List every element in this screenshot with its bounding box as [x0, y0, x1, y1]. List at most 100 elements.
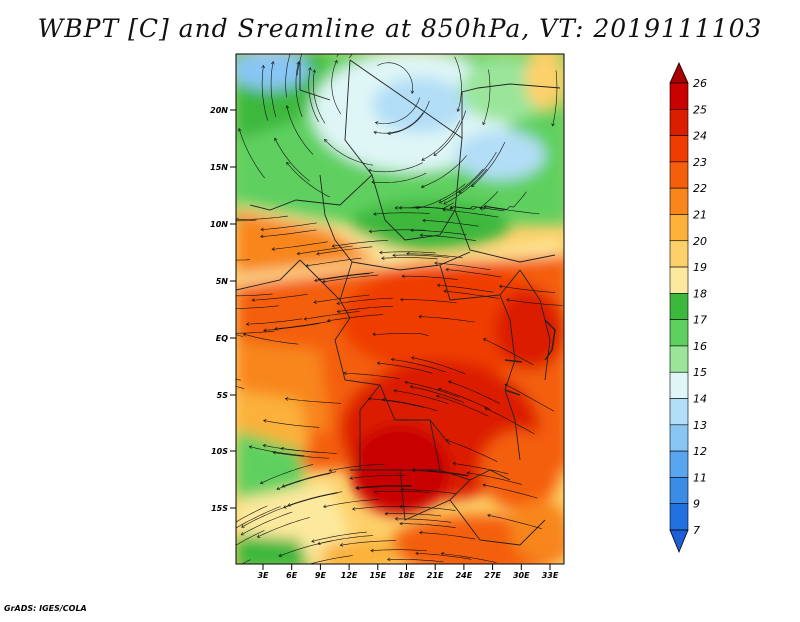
streamline	[324, 139, 374, 166]
streamline	[448, 381, 501, 404]
lon-label: 30E	[513, 571, 530, 580]
streamline-arrowhead	[433, 152, 437, 156]
streamline	[236, 378, 241, 381]
streamline-arrowhead	[415, 551, 419, 556]
streamline-arrowhead	[498, 284, 503, 289]
streamline	[308, 67, 319, 122]
colorbar-swatch	[669, 477, 689, 505]
colorbar-swatch	[669, 187, 689, 215]
streamline	[404, 381, 460, 398]
streamline-arrowhead	[285, 105, 290, 109]
streamline-arrowhead	[482, 483, 486, 488]
streamline-arrowhead	[323, 504, 327, 509]
streamline	[421, 155, 467, 188]
streamline-arrowhead	[194, 257, 197, 260]
streamline-arrowhead	[334, 59, 338, 64]
streamline-arrowhead	[466, 471, 471, 475]
streamline	[387, 559, 444, 563]
streamline-arrowhead	[373, 212, 377, 216]
streamline	[437, 284, 494, 293]
streamline	[283, 492, 338, 508]
streamline-arrowhead	[399, 521, 403, 526]
streamline	[436, 395, 489, 417]
streamline	[296, 54, 303, 76]
streamline-arrowhead	[393, 389, 397, 393]
colorbar-label: 16	[693, 340, 707, 353]
streamline-arrowhead	[379, 26, 382, 29]
latitude-axis: 20N 15N 10N 5N EQ 5S 10S 15S	[210, 106, 236, 513]
streamline-arrowhead	[339, 543, 344, 547]
streamline	[434, 262, 491, 271]
streamline	[483, 206, 540, 215]
colorbar-label: 13	[693, 419, 707, 432]
streamline-arrowhead	[390, 357, 395, 362]
streamline-arrowhead	[183, 214, 186, 217]
lat-label: 10N	[210, 220, 228, 229]
streamline-arrowhead	[281, 484, 286, 488]
streamline-arrowhead	[308, 67, 312, 71]
streamline-arrowhead	[456, 108, 461, 112]
streamline	[313, 69, 326, 124]
streamline	[316, 246, 373, 255]
streamline	[453, 463, 509, 475]
lat-label: EQ	[216, 334, 228, 343]
streamline	[356, 485, 413, 489]
lon-label: 24E	[456, 571, 473, 580]
grads-credit: GrADS: IGES/COLA	[4, 604, 87, 613]
streamline	[323, 499, 380, 508]
colorbar-swatch	[669, 214, 689, 242]
streamline-arrowhead	[262, 444, 267, 448]
streamline-arrowhead	[409, 385, 414, 389]
streamline	[337, 306, 393, 312]
map-panel: 20N 15N 10N 5N EQ 5S 10S 15S 3E 6E 9E 12E 15E 18E 21E…	[183, 26, 565, 580]
streamline-arrowhead	[270, 61, 275, 65]
streamline-arrowhead	[260, 234, 264, 239]
streamline-arrowhead	[240, 532, 245, 536]
streamline	[274, 138, 310, 182]
streamline-arrowhead	[435, 394, 440, 399]
streamline	[377, 62, 413, 94]
streamline	[370, 549, 427, 552]
streamline	[381, 257, 438, 260]
streamline-arrowhead	[372, 332, 376, 337]
streamline	[322, 274, 379, 283]
streamline	[400, 299, 457, 304]
streamline-arrowhead	[328, 468, 333, 472]
streamline-arrowhead	[419, 233, 423, 237]
streamline-arrowhead	[356, 486, 360, 491]
colorbar-label: 23	[693, 156, 707, 169]
streamline	[369, 229, 426, 232]
streamline	[415, 553, 472, 560]
streamline-arrowhead	[245, 322, 250, 326]
streamline	[506, 299, 563, 306]
streamline	[439, 168, 484, 204]
streamline	[393, 390, 449, 404]
streamline-arrowhead	[487, 513, 491, 518]
streamline	[480, 191, 527, 210]
streamline-arrowhead	[238, 128, 242, 132]
streamline	[445, 269, 502, 278]
colorbar-swatch	[669, 135, 689, 163]
streamline	[399, 202, 454, 209]
streamline	[552, 70, 558, 127]
streamline-arrowhead	[452, 462, 457, 466]
streamline-arrowhead	[419, 530, 423, 535]
streamline-arrowhead	[442, 208, 446, 212]
streamline	[368, 162, 424, 173]
colorbar-top-arrow	[669, 62, 689, 84]
streamline	[352, 506, 409, 510]
streamline	[418, 316, 475, 323]
colorbar-swatch	[669, 398, 689, 426]
streamline	[327, 314, 384, 322]
streamline-arrowhead	[381, 398, 386, 402]
streamline-arrowhead	[437, 387, 442, 392]
colorbar-swatch	[669, 371, 689, 399]
streamline	[441, 553, 497, 563]
streamline	[410, 386, 465, 403]
colorbar-label: 18	[693, 287, 707, 300]
streamline-arrowhead	[231, 529, 234, 532]
streamline-arrowhead	[387, 557, 391, 562]
streamline-arrowhead	[400, 297, 404, 302]
streamline-arrowhead	[261, 64, 265, 69]
streamline-arrowhead	[223, 307, 226, 310]
